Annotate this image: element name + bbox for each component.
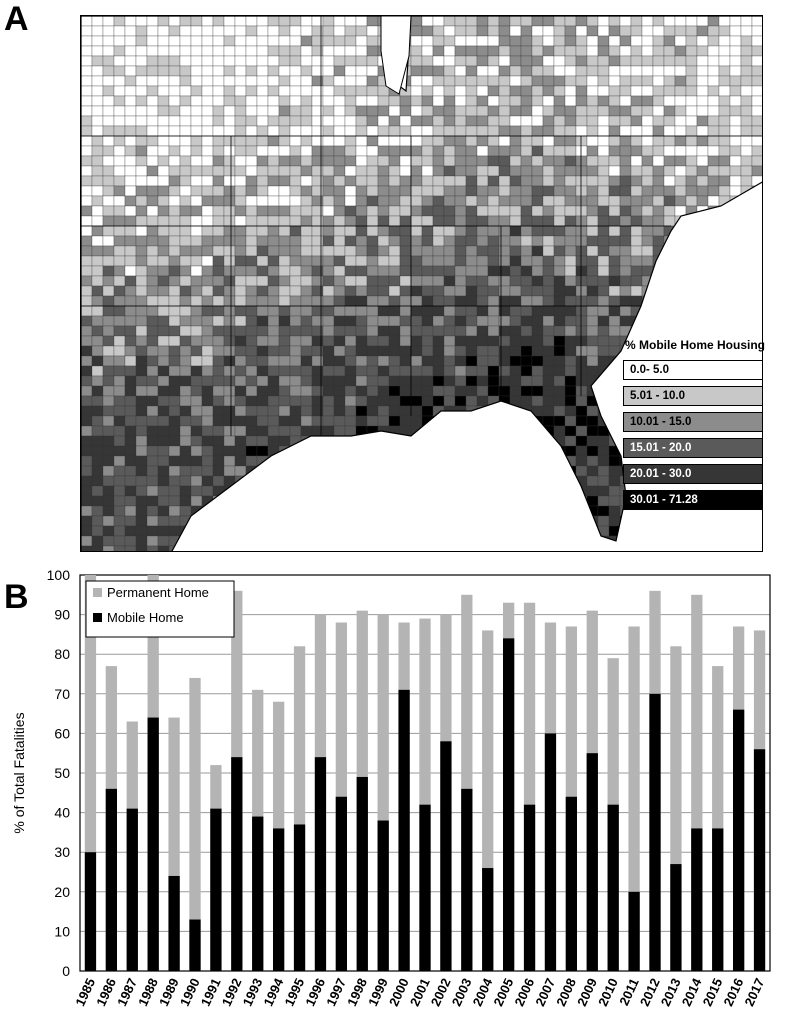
bar-mobile-home-2007 (544, 733, 557, 971)
bar-permanent-home-2006 (523, 602, 536, 971)
legend-class-6: 30.01 - 71.28 (623, 490, 763, 510)
bar-mobile-home-1985 (84, 852, 97, 971)
bar-mobile-home-1992 (231, 757, 243, 971)
y-tick-label: 100 (47, 567, 71, 583)
legend-entry: Permanent Home (107, 585, 209, 600)
bar-mobile-home-1994 (272, 828, 285, 971)
bar-mobile-home-2003 (461, 788, 473, 971)
bar-mobile-home-1999 (377, 820, 389, 971)
bar-mobile-home-2005 (502, 638, 515, 971)
legend-class-label: 15.01 - 20.0 (630, 442, 692, 454)
bar-permanent-home-1995 (293, 646, 306, 971)
bar-mobile-home-2009 (586, 753, 598, 971)
bar-mobile-home-2015 (712, 828, 724, 971)
bar-permanent-home-2013 (670, 646, 682, 971)
bar-permanent-home-2015 (712, 666, 724, 971)
legend-class-label: 0.0- 5.0 (630, 364, 669, 376)
bar-mobile-home-2013 (670, 864, 682, 971)
legend-entry: Mobile Home (107, 610, 184, 625)
panel-a-label: A (4, 0, 29, 38)
chart-legend-box (85, 580, 235, 638)
map-legend: % Mobile Home Housing 0.0- 5.0 5.01 - 10… (623, 338, 773, 516)
bar-mobile-home-1987 (126, 808, 138, 971)
bar-permanent-home-2003 (461, 594, 473, 971)
bar-permanent-home-1985 (84, 575, 97, 971)
bar-mobile-home-2004 (482, 868, 494, 971)
bar-permanent-home-1989 (168, 717, 180, 971)
x-tick-label: 2017 (741, 976, 767, 1009)
bar-mobile-home-2012 (649, 693, 661, 971)
bar-mobile-home-2011 (628, 891, 640, 971)
bar-mobile-home-1995 (293, 824, 306, 971)
y-tick-label: 50 (54, 765, 70, 781)
panel-b-label: B (4, 578, 29, 616)
bar-mobile-home-1988 (147, 717, 159, 971)
bar-mobile-home-1989 (168, 875, 180, 971)
y-tick-label: 70 (54, 686, 70, 702)
bar-mobile-home-2000 (398, 689, 410, 971)
bar-mobile-home-1991 (210, 808, 222, 971)
y-tick-label: 20 (54, 884, 70, 900)
bar-permanent-home-2011 (628, 626, 640, 971)
bar-mobile-home-2002 (440, 741, 452, 971)
y-tick-label: 80 (54, 646, 70, 662)
bar-mobile-home-1986 (105, 788, 118, 971)
bar-mobile-home-2010 (607, 804, 619, 971)
bar-mobile-home-2014 (691, 828, 703, 971)
legend-class-5: 20.01 - 30.0 (623, 464, 763, 484)
bar-permanent-home-2014 (691, 594, 703, 971)
bar-mobile-home-2001 (419, 804, 431, 971)
bar-mobile-home-2016 (732, 709, 745, 971)
legend-class-label: 10.01 - 15.0 (630, 416, 692, 428)
bar-mobile-home-1990 (189, 919, 201, 971)
county-choropleth (81, 16, 762, 551)
legend-class-2: 5.01 - 10.0 (623, 386, 763, 406)
legend-class-4: 15.01 - 20.0 (623, 438, 763, 458)
bar-mobile-home-2008 (565, 796, 578, 971)
bar-permanent-home-1990 (189, 677, 201, 971)
bar-mobile-home-1997 (335, 796, 348, 971)
chart-legend: Permanent Home Mobile Home (85, 580, 235, 638)
legend-class-1: 0.0- 5.0 (623, 360, 763, 380)
fatalities-bar-chart: 0 10 20 30 40 50 60 70 80 90 100 % of Total Fatalit… (11, 567, 771, 1009)
map-legend-title: % Mobile Home Housing (625, 338, 766, 352)
y-tick-label: 40 (54, 805, 70, 821)
legend-class-label: 30.01 - 71.28 (630, 494, 698, 506)
legend-swatch (93, 588, 102, 597)
bar-mobile-home-1993 (252, 816, 264, 971)
bar-permanent-home-2004 (482, 630, 494, 971)
y-tick-label: 60 (54, 725, 70, 741)
mobile-home-housing-map (80, 15, 763, 552)
y-tick-label: 90 (54, 607, 70, 623)
bar-permanent-home-1999 (377, 614, 389, 971)
y-tick-label: 0 (62, 963, 70, 979)
y-axis-title: % of Total Fatalities (11, 712, 27, 833)
legend-class-3: 10.01 - 15.0 (623, 412, 763, 432)
bar-mobile-home-1998 (356, 776, 368, 971)
legend-class-label: 5.01 - 10.0 (630, 390, 685, 402)
y-tick-label: 30 (54, 844, 70, 860)
y-tick-label: 10 (54, 923, 70, 939)
bar-mobile-home-2017 (753, 749, 766, 971)
bar-mobile-home-2006 (523, 804, 536, 971)
x-tick-label: 2010 (595, 976, 621, 1009)
legend-swatch (93, 613, 102, 622)
bar-mobile-home-1996 (314, 757, 327, 971)
bar-permanent-home-2001 (419, 618, 431, 971)
legend-class-label: 20.01 - 30.0 (630, 468, 692, 480)
